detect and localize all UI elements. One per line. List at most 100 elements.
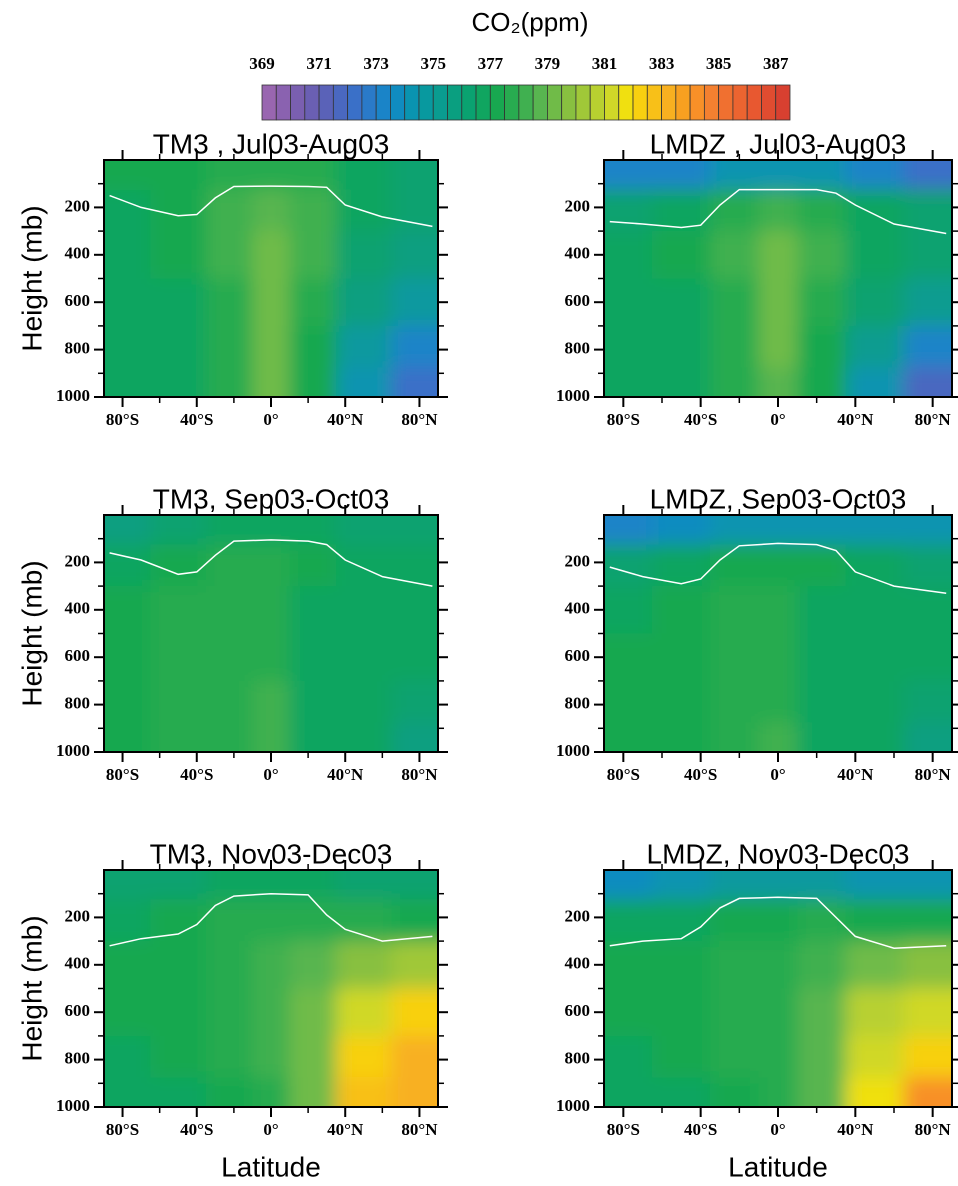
field-cell — [652, 988, 711, 1037]
field-cell — [652, 1077, 711, 1107]
field-cell — [150, 160, 207, 191]
field-cell — [391, 231, 438, 279]
field-cell — [604, 367, 653, 397]
field-cell — [150, 586, 207, 634]
x-tick-label: 80°N — [915, 765, 952, 784]
colorbar-box — [261, 84, 277, 121]
field-cell — [797, 325, 847, 368]
x-tick-label: 80°S — [607, 1120, 640, 1139]
colorbar: 369 371 373 375 377 379 381 383 385 387 — [249, 54, 791, 121]
field-cell — [797, 189, 847, 232]
field-cell — [252, 988, 291, 1037]
field-cell — [797, 231, 847, 279]
field-cell — [335, 941, 393, 989]
field-cell — [335, 722, 393, 752]
y-tick-label: 600 — [65, 291, 91, 310]
panel-title: LMDZ, Nov03-Dec03 — [647, 838, 910, 869]
colorbar-box — [689, 84, 705, 121]
field-cell — [391, 1077, 438, 1107]
field-cell — [335, 515, 393, 546]
colorbar-box — [475, 84, 491, 121]
field-cell — [903, 899, 952, 942]
field-cell — [104, 899, 151, 942]
field-cell — [252, 722, 291, 752]
field-cell — [252, 231, 291, 279]
field-cell — [391, 722, 438, 752]
field-cell — [710, 1035, 760, 1078]
y-tick-label: 800 — [65, 1049, 91, 1068]
tropopause-line — [609, 542, 947, 594]
field-cell — [758, 722, 798, 752]
x-tick-label: 40°N — [327, 410, 364, 429]
field-cell — [845, 586, 905, 634]
field-cell — [206, 278, 253, 327]
y-tick-label: 600 — [65, 646, 91, 665]
field-cell — [758, 870, 798, 901]
field-cell — [845, 722, 905, 752]
y-tick-label: 1000 — [56, 741, 90, 760]
field-cell — [903, 941, 952, 989]
y-tick-label: 1000 — [56, 1096, 90, 1115]
field-cell — [710, 231, 760, 279]
field — [104, 160, 438, 397]
x-tick-label: 40°N — [837, 410, 874, 429]
field-cell — [604, 941, 653, 989]
field-cell — [252, 544, 291, 587]
colorbar-box — [575, 84, 591, 121]
field-cell — [391, 586, 438, 634]
x-tick-label: 80°N — [915, 1120, 952, 1139]
field-cell — [289, 325, 337, 368]
field-cell — [758, 1077, 798, 1107]
x-tick-label: 40°S — [180, 410, 213, 429]
x-tick-label: 0° — [770, 410, 785, 429]
x-tick-label: 0° — [263, 1120, 278, 1139]
y-tick-label: 200 — [65, 196, 91, 215]
field-cell — [903, 722, 952, 752]
field-cell — [845, 231, 905, 279]
field-cell — [758, 941, 798, 989]
field-cell — [797, 633, 847, 682]
field-cell — [845, 633, 905, 682]
panel-title: TM3, Nov03-Dec03 — [150, 838, 393, 869]
colorbar-label: 379 — [535, 54, 561, 73]
field-cell — [104, 325, 151, 368]
field-cell — [604, 722, 653, 752]
colorbar-box — [318, 84, 334, 121]
field-cell — [391, 680, 438, 723]
field-cell — [652, 160, 711, 191]
colorbar-box — [361, 84, 377, 121]
colorbar-title: CO₂(ppm) — [472, 7, 589, 37]
field-cell — [150, 680, 207, 723]
field-cell — [710, 325, 760, 368]
colorbar-box — [447, 84, 463, 121]
field-cell — [797, 278, 847, 327]
colorbar-box — [775, 84, 791, 121]
field-cell — [206, 680, 253, 723]
field-cell — [289, 189, 337, 232]
field-cell — [289, 1035, 337, 1078]
field-cell — [289, 680, 337, 723]
field-cell — [289, 722, 337, 752]
panel-title: LMDZ , Jul03-Aug03 — [650, 128, 907, 159]
field-cell — [104, 633, 151, 682]
field-cell — [903, 231, 952, 279]
field-cell — [150, 1035, 207, 1078]
field-cell — [797, 1035, 847, 1078]
field-cell — [797, 1077, 847, 1107]
field-cell — [335, 325, 393, 368]
field-cell — [903, 586, 952, 634]
plot-area — [104, 160, 438, 397]
field-cell — [252, 278, 291, 327]
colorbar-box — [604, 84, 620, 121]
field-cell — [710, 515, 760, 546]
field-cell — [104, 870, 151, 901]
field-cell — [150, 515, 207, 546]
field-cell — [104, 367, 151, 397]
colorbar-label: 387 — [763, 54, 789, 73]
tropopause-line — [109, 892, 433, 947]
field-cell — [252, 680, 291, 723]
field-cell — [604, 633, 653, 682]
field-cell — [652, 278, 711, 327]
field-cell — [206, 231, 253, 279]
x-tick-label: 40°N — [327, 1120, 364, 1139]
